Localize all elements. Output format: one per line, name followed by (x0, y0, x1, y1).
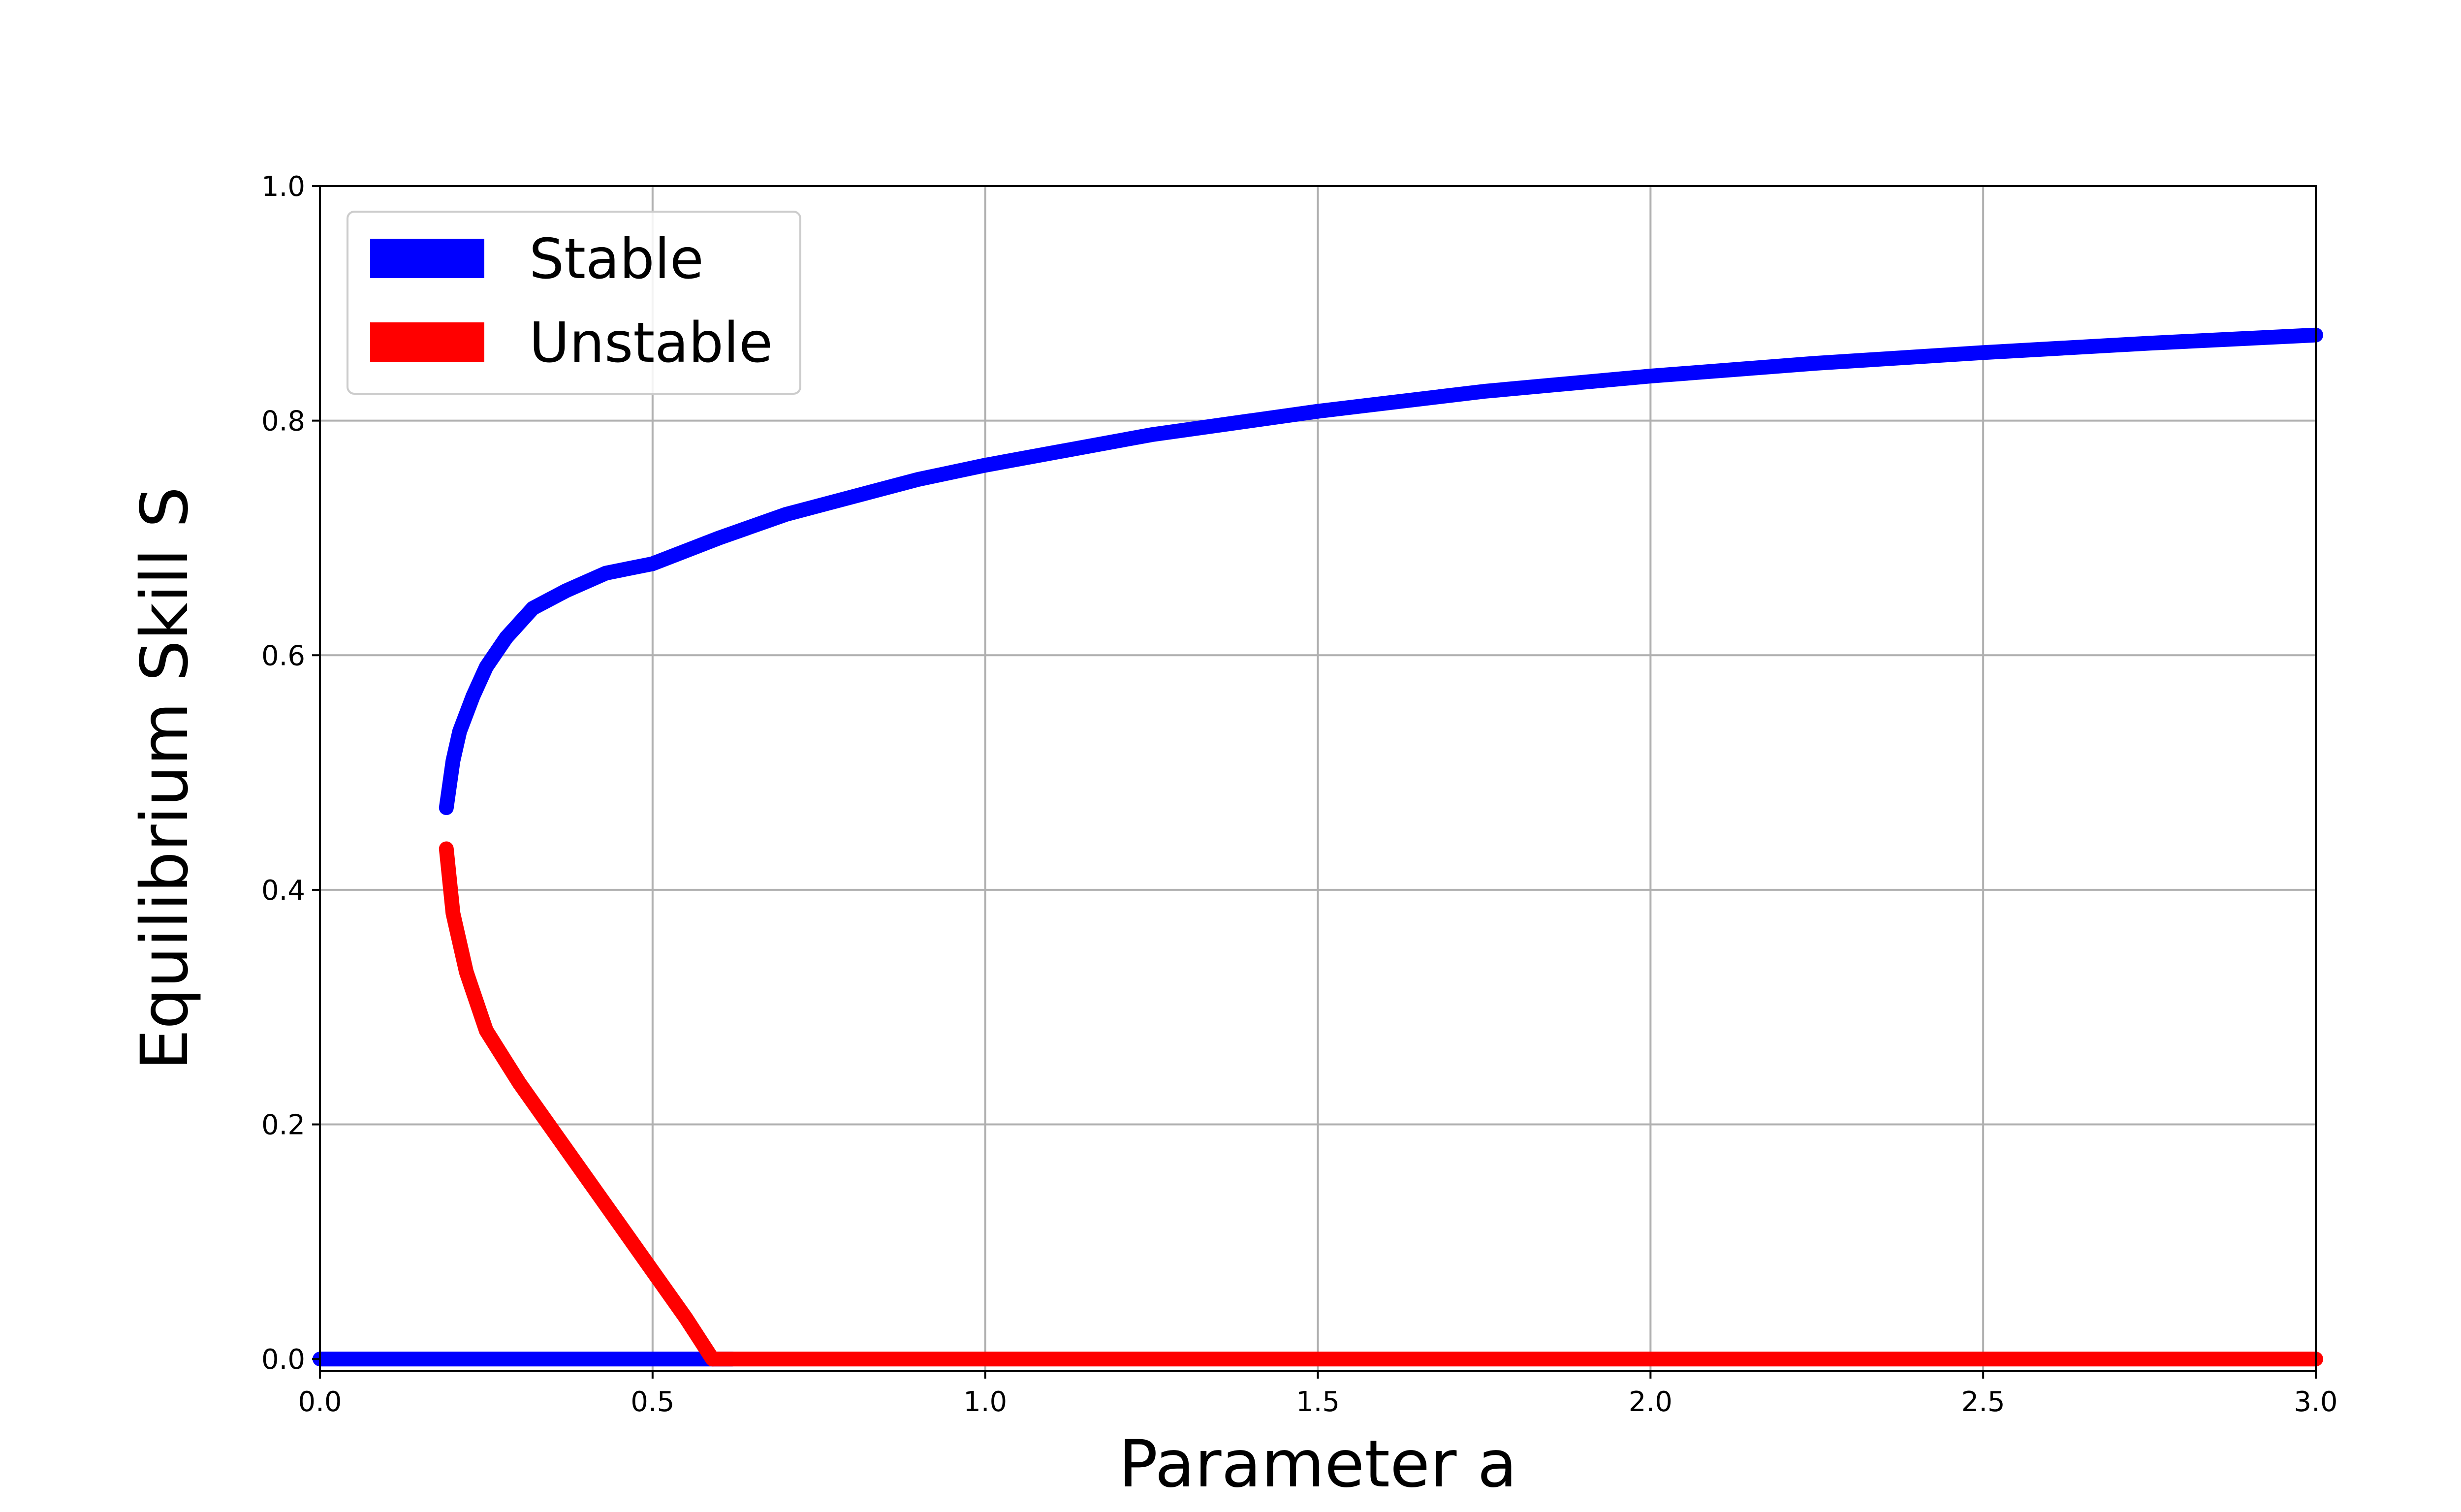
series-lines (313, 327, 2323, 1367)
x-tick-label: 2.0 (1629, 1386, 1672, 1418)
x-tick-label: 1.5 (1296, 1386, 1340, 1418)
x-tick-label: 2.5 (1961, 1386, 2005, 1418)
legend: Stable Unstable (347, 211, 801, 395)
legend-swatch-stable (370, 239, 484, 278)
unstable-branch-0 (439, 841, 720, 1367)
y-tick-label: 0.2 (261, 1109, 305, 1141)
x-tick-label: 3.0 (2294, 1386, 2337, 1418)
stable-branch-0 (439, 327, 2323, 816)
axis-ticks: 0.0 0.5 1.0 1.5 2.0 2.5 3.0 0.0 0.2 0.4 0.6 0.8 1.0 (261, 171, 2338, 1418)
x-tick-label: 0.0 (298, 1386, 342, 1418)
x-axis-label: Parameter a (1119, 1426, 1517, 1502)
legend-swatch-unstable (370, 322, 484, 362)
legend-label-unstable: Unstable (529, 311, 773, 375)
x-tick-label: 1.0 (963, 1386, 1007, 1418)
y-tick-label: 0.4 (261, 875, 305, 907)
x-tick-label: 0.5 (631, 1386, 674, 1418)
legend-label-stable: Stable (529, 227, 704, 291)
y-tick-label: 1.0 (261, 171, 305, 203)
y-tick-label: 0.6 (261, 640, 305, 672)
y-tick-label: 0.0 (261, 1344, 305, 1376)
y-tick-label: 0.8 (261, 406, 305, 438)
y-axis-label: Equilibrium Skill S (127, 487, 203, 1071)
